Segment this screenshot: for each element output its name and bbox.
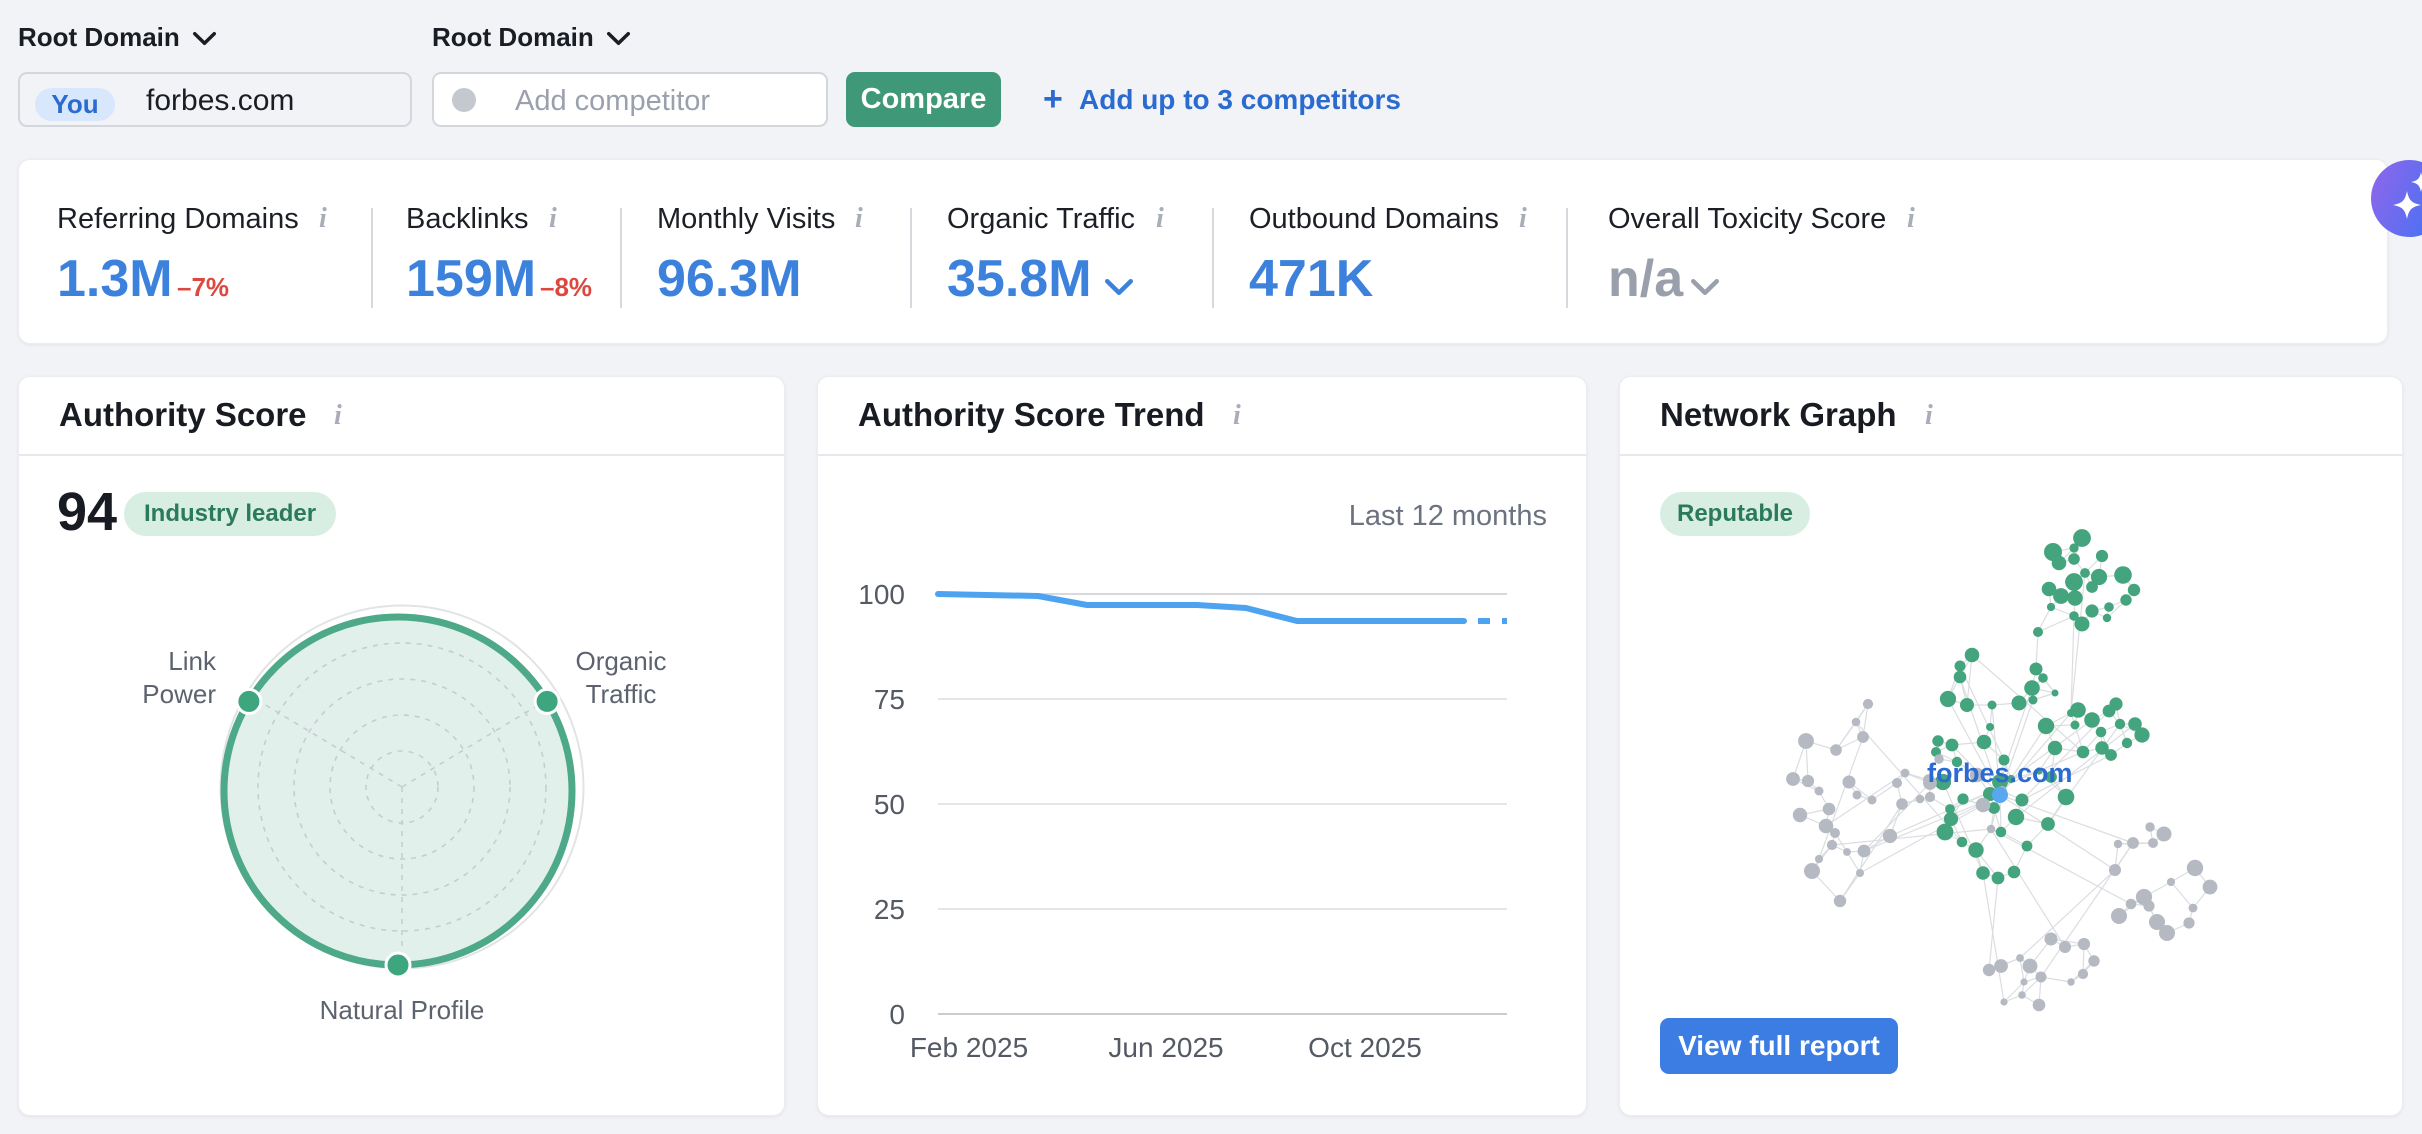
svg-text:50: 50 <box>874 789 905 820</box>
svg-text:0: 0 <box>889 999 905 1030</box>
svg-text:Oct 2025: Oct 2025 <box>1308 1032 1422 1063</box>
svg-text:25: 25 <box>874 894 905 925</box>
svg-text:Feb 2025: Feb 2025 <box>910 1032 1028 1063</box>
svg-text:75: 75 <box>874 684 905 715</box>
svg-text:Jun 2025: Jun 2025 <box>1108 1032 1223 1063</box>
svg-text:100: 100 <box>858 579 905 610</box>
